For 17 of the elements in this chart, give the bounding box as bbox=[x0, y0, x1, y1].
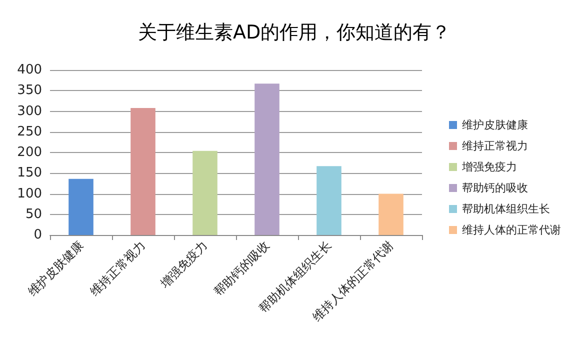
legend-label: 维护皮肤健康 bbox=[462, 118, 528, 132]
y-tick-label: 250 bbox=[17, 124, 42, 140]
legend-label: 维持正常视力 bbox=[462, 140, 528, 152]
legend-label: 帮助机体组织生长 bbox=[462, 202, 550, 216]
y-tick-label: 50 bbox=[25, 206, 42, 222]
y-tick-label: 350 bbox=[17, 83, 42, 98]
legend-label: 维持人体的正常代谢 bbox=[462, 224, 561, 236]
legend-label: 帮助钙的吸收 bbox=[462, 182, 528, 194]
x-tick-label: 维持正常视力 bbox=[87, 238, 148, 299]
y-tick-label: 150 bbox=[17, 166, 42, 181]
y-tick-label: 100 bbox=[17, 186, 42, 202]
y-tick-label: 300 bbox=[17, 104, 42, 119]
chart-title: 关于维生素AD的作用，你知道的有？ bbox=[138, 22, 451, 44]
y-tick-label: 200 bbox=[17, 145, 42, 160]
y-tick-label: 400 bbox=[17, 62, 42, 78]
x-tick-label: 增强免疫力 bbox=[156, 238, 210, 292]
legend-label: 增强免疫力 bbox=[461, 160, 517, 174]
